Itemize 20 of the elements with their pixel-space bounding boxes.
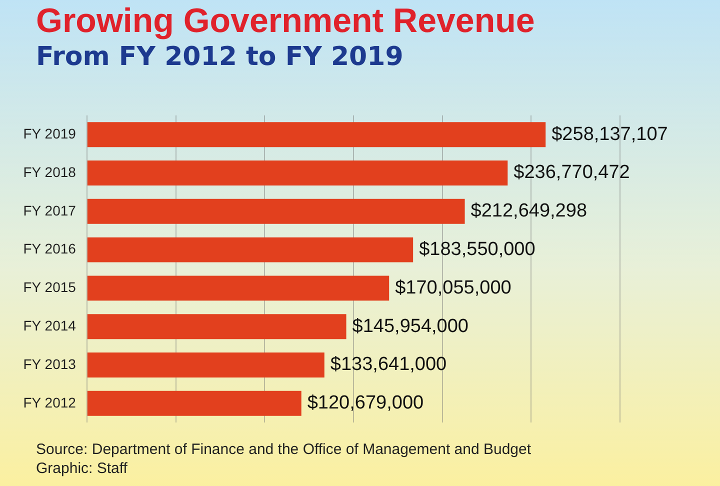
data-label: $258,137,107 bbox=[552, 124, 668, 145]
data-label: $236,770,472 bbox=[514, 162, 630, 184]
chart-subtitle: From FY 2012 to FY 2019 bbox=[36, 42, 404, 72]
y-tick-label: FY 2015 bbox=[23, 279, 76, 296]
source-note: Source: Department of Finance and the Office of Management and Budget bbox=[36, 440, 532, 459]
chart-title: Growing Government Revenue bbox=[36, 2, 535, 41]
y-tick-label: FY 2014 bbox=[23, 317, 76, 334]
data-label: $120,679,000 bbox=[307, 392, 424, 414]
y-tick-label: FY 2013 bbox=[23, 356, 76, 372]
y-tick-label: FY 2018 bbox=[23, 164, 76, 180]
text: Graphic: Staff bbox=[36, 459, 128, 478]
data-label: $212,649,298 bbox=[470, 200, 588, 222]
data-label: $183,550,000 bbox=[419, 239, 536, 260]
y-tick-label: FY 2012 bbox=[23, 394, 76, 410]
y-tick-label: FY 2019 bbox=[23, 125, 76, 142]
data-label: $145,954,000 bbox=[352, 316, 469, 337]
y-tick-label: FY 2016 bbox=[23, 240, 76, 257]
data-label: $170,055,000 bbox=[395, 277, 512, 298]
data-label: $133,641,000 bbox=[330, 354, 447, 376]
y-tick-label: FY 2017 bbox=[23, 202, 76, 218]
